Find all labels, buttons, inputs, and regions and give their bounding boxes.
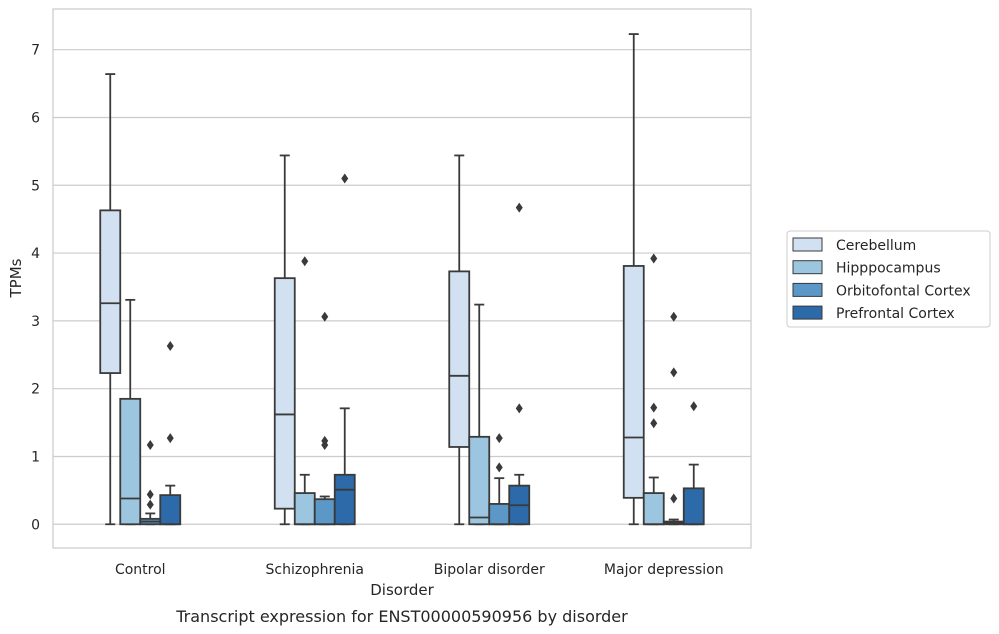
box-group bbox=[448, 154, 531, 526]
outlier-point bbox=[650, 253, 658, 264]
y-tick-label: 3 bbox=[31, 314, 40, 330]
legend-swatch bbox=[792, 260, 823, 275]
legend: Cerebellum Hipppocampus Orbitofontal Corte… bbox=[786, 230, 991, 328]
legend-swatch bbox=[792, 237, 823, 252]
legend-label: Prefrontal Cortex bbox=[836, 306, 955, 322]
outlier-point bbox=[670, 367, 678, 378]
plot-area bbox=[53, 9, 751, 548]
outlier-point bbox=[650, 402, 658, 413]
gridlines bbox=[53, 49, 751, 525]
box-hipppocampus bbox=[293, 492, 316, 526]
outlier-point bbox=[495, 433, 503, 444]
legend-label: Orbitofontal Cortex bbox=[836, 283, 971, 299]
y-tick-label: 6 bbox=[31, 110, 40, 126]
outlier-point bbox=[690, 401, 698, 412]
outlier-point bbox=[321, 435, 329, 446]
outlier-point bbox=[301, 256, 309, 267]
legend-label: Cerebellum bbox=[836, 238, 916, 254]
outlier-point bbox=[146, 489, 154, 500]
outlier-point bbox=[515, 403, 523, 414]
y-tick-label: 5 bbox=[31, 178, 40, 194]
box-hipppocampus bbox=[642, 492, 665, 526]
legend-swatch bbox=[792, 282, 823, 297]
outlier-point bbox=[166, 433, 174, 444]
box-cerebellum bbox=[448, 270, 471, 448]
box-cerebellum bbox=[273, 277, 296, 510]
box-hipppocampus bbox=[119, 397, 142, 526]
box-cerebellum bbox=[622, 265, 645, 499]
y-tick-label: 2 bbox=[31, 382, 40, 398]
x-tick-label: Control bbox=[115, 562, 166, 578]
outlier-point bbox=[146, 499, 154, 510]
legend-label: Hipppocampus bbox=[836, 261, 941, 277]
x-tick-label: Major depression bbox=[604, 562, 724, 578]
box-prefrontal-cortex bbox=[682, 487, 705, 526]
x-axis-title: Disorder bbox=[370, 581, 434, 599]
outlier-point bbox=[670, 311, 678, 322]
legend-frame bbox=[786, 230, 991, 328]
outlier-point bbox=[515, 202, 523, 213]
outlier-point bbox=[650, 418, 658, 429]
box-groups bbox=[99, 33, 705, 526]
box-orbitofontal-cortex bbox=[488, 503, 511, 526]
box-prefrontal-cortex bbox=[333, 473, 356, 526]
box-cerebellum bbox=[99, 209, 122, 374]
box-group bbox=[273, 154, 356, 526]
y-tick-label: 7 bbox=[31, 43, 40, 59]
outlier-point bbox=[670, 493, 678, 504]
y-axis-title: TPMs bbox=[7, 258, 25, 298]
outlier-point bbox=[341, 173, 349, 184]
y-tick-label: 1 bbox=[31, 449, 40, 465]
outlier-point bbox=[166, 340, 174, 351]
y-tick-label: 4 bbox=[31, 246, 40, 262]
chart-caption: Transcript expression for ENST0000059095… bbox=[175, 607, 628, 626]
outlier-point bbox=[321, 311, 329, 322]
box-group bbox=[99, 73, 182, 526]
box-orbitofontal-cortex bbox=[313, 498, 336, 526]
box-prefrontal-cortex bbox=[159, 494, 182, 526]
outlier-point bbox=[495, 462, 503, 473]
x-tick-labels: Control Schizophrenia Bipolar disorder Majo… bbox=[115, 562, 724, 578]
y-tick-label: 0 bbox=[31, 517, 40, 533]
box-hipppocampus bbox=[468, 435, 491, 526]
y-tick-labels: 0 1 2 3 4 5 6 7 bbox=[31, 43, 40, 534]
x-tick-label: Bipolar disorder bbox=[434, 562, 545, 578]
x-tick-label: Schizophrenia bbox=[266, 562, 364, 578]
plot-frame bbox=[52, 8, 752, 549]
outlier-point bbox=[146, 439, 154, 450]
box-group bbox=[622, 33, 705, 526]
legend-swatch bbox=[792, 305, 823, 320]
